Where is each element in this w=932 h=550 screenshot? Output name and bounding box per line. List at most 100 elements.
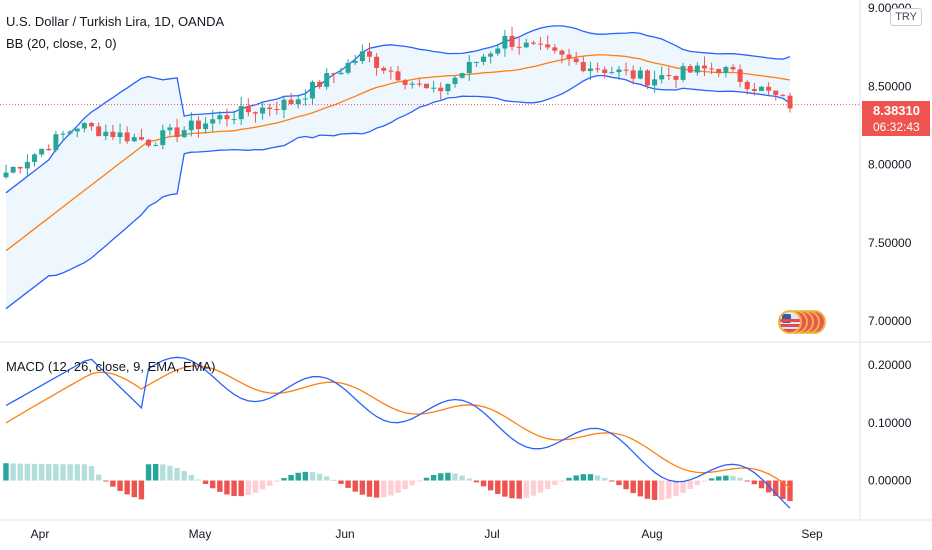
macd-histogram-bar [74, 464, 80, 481]
candle-body [317, 81, 323, 87]
macd-histogram-bar [609, 480, 615, 482]
candle-body [345, 62, 351, 73]
macd-histogram-bar [544, 480, 551, 489]
macd-histogram-bar [381, 480, 387, 498]
macd-histogram-bar [509, 480, 515, 499]
macd-histogram-bar [331, 479, 337, 481]
candle-body [495, 48, 501, 54]
macd-histogram-bar [452, 473, 458, 481]
macd-histogram-bar [445, 472, 451, 481]
macd-histogram-bar [245, 480, 252, 495]
macd-histogram-bar [238, 480, 244, 497]
candle-body [623, 69, 629, 71]
macd-histogram-bar [651, 480, 658, 500]
macd-histogram-bar [174, 467, 180, 481]
candle-body [766, 86, 772, 91]
macd-histogram-bar [423, 477, 430, 481]
macd-signal-line [5, 365, 791, 489]
currency-button[interactable]: TRY [890, 8, 922, 26]
macd-histogram-bar [687, 480, 693, 489]
candle-body [452, 77, 458, 85]
macd-histogram-bar [195, 479, 202, 481]
macd-histogram-bar [388, 480, 394, 496]
macd-histogram-bar [181, 471, 187, 481]
candle-body [659, 75, 665, 80]
macd-histogram-bar [110, 480, 116, 487]
macd-histogram-bar [302, 471, 309, 481]
x-tick-label: Jul [484, 527, 499, 541]
candle-body [673, 76, 679, 80]
macd-legend[interactable]: MACD (12, 26, close, 9, EMA, EMA) [6, 359, 216, 374]
bar-countdown: 06:32:43 [873, 120, 920, 134]
macd-histogram-bar [217, 480, 223, 492]
candle-body [231, 119, 237, 121]
macd-histogram-bar [594, 475, 601, 481]
macd-histogram-bar [295, 472, 301, 481]
macd-histogram-bar [3, 463, 9, 481]
candle-body [473, 61, 479, 63]
candle-body [580, 62, 586, 72]
macd-histogram-bar [202, 480, 209, 484]
macd-histogram-bar [530, 480, 537, 496]
bb-basis-line [5, 54, 791, 252]
macd-histogram-bar [267, 480, 273, 486]
candle-body [302, 98, 308, 100]
candle-body [481, 56, 487, 62]
macd-histogram-bar [644, 480, 651, 499]
candle-body [644, 70, 650, 86]
macd-line [5, 356, 791, 509]
candle-body [559, 50, 565, 55]
macd-histogram-bar [88, 466, 95, 481]
macd-histogram-bar [502, 480, 508, 497]
macd-histogram-bar [694, 480, 701, 486]
macd-histogram-bar [737, 477, 743, 481]
macd-histogram-bar [117, 480, 123, 491]
macd-histogram-bar [124, 480, 130, 495]
candle-body [402, 80, 408, 85]
macd-histogram-bar [395, 480, 401, 493]
candle-body [195, 120, 201, 130]
macd-histogram-bar [573, 475, 579, 481]
macd-histogram-bar [316, 473, 323, 481]
bb-legend[interactable]: BB (20, close, 2, 0) [6, 36, 117, 51]
macd-histogram-bar [281, 478, 287, 481]
macd-histogram-bar [231, 480, 237, 496]
macd-histogram-bar [138, 480, 145, 500]
bb-lower-line [5, 74, 791, 310]
candle-body [46, 148, 52, 151]
macd-histogram-bar [145, 464, 152, 481]
macd-histogram-bar [473, 480, 480, 483]
candle-body [566, 54, 572, 59]
macd-histogram-bar [359, 480, 366, 495]
candle-body [709, 68, 715, 70]
candle-body [338, 72, 344, 75]
candle-body [637, 70, 643, 79]
candle-body [210, 119, 216, 124]
macd-histogram-bar [352, 480, 358, 492]
candle-body [737, 69, 743, 82]
candle-body [238, 106, 244, 120]
candle-body [488, 53, 494, 57]
macd-histogram-bar [324, 476, 330, 481]
macd-histogram-bar [659, 480, 665, 500]
candle-body [523, 42, 529, 48]
macd-histogram-bar [416, 480, 423, 482]
macd-histogram-bar [67, 464, 73, 481]
macd-histogram-bar [495, 480, 501, 494]
macd-histogram-bar [402, 480, 408, 490]
macd-histogram-bar [480, 480, 487, 487]
y-tick-label: 8.00000 [868, 158, 912, 172]
symbol-title[interactable]: U.S. Dollar / Turkish Lira, 1D, OANDA [6, 14, 225, 29]
candle-body [388, 70, 394, 72]
last-price-label: 8.38310 06:32:43 [862, 101, 930, 136]
candle-body [616, 69, 622, 73]
macd-histogram-bar [53, 464, 59, 481]
candle-body [545, 44, 551, 48]
candle-body [680, 66, 686, 80]
macd-histogram-bar [288, 474, 294, 481]
candle-body [17, 166, 23, 169]
macd-histogram-bar [623, 480, 629, 490]
candle-body [3, 172, 9, 178]
candle-body [602, 69, 608, 74]
